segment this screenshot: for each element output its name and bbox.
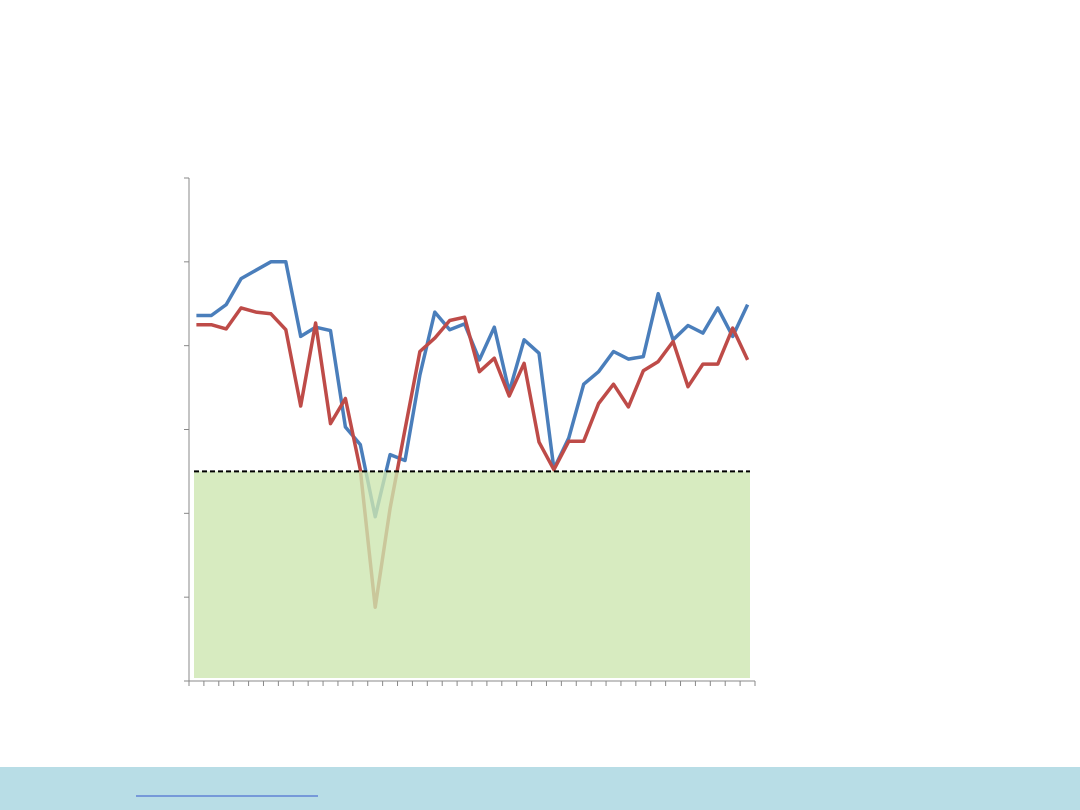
footer-band: [0, 767, 1080, 810]
shaded-zone: [194, 471, 750, 678]
series-line: [196, 306, 750, 609]
chart: [184, 177, 756, 686]
